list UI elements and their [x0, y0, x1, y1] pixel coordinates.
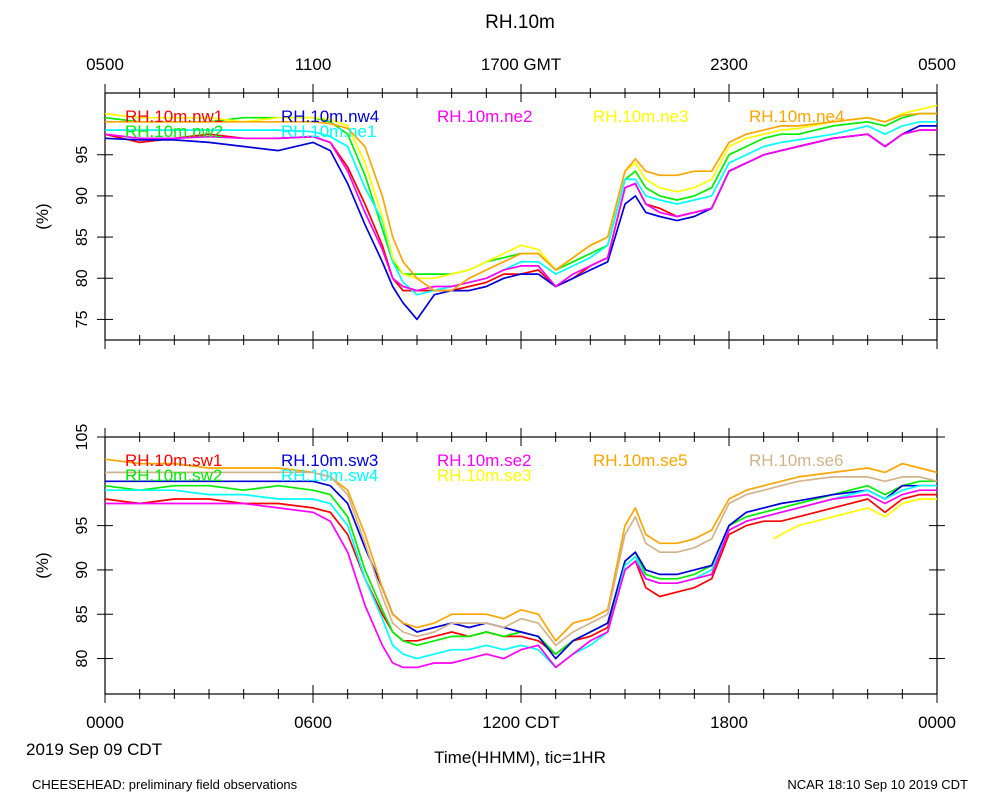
series-line-ne2	[105, 129, 937, 292]
legend-entry-se3: RH.10m.se3	[437, 466, 531, 485]
series-line-ne1	[105, 120, 937, 296]
legend-entry-se6: RH.10m.se6	[749, 451, 843, 470]
legend-entry-sw2: RH.10m.sw2	[125, 466, 222, 485]
series-line-sw2	[105, 480, 937, 655]
x-tick-label: 1700 GMT	[481, 55, 561, 74]
series-line-se6	[105, 471, 937, 647]
legend-entry-ne3: RH.10m.ne3	[593, 107, 688, 126]
legend-entry-sw1: RH.10m.sw1	[125, 451, 222, 470]
x-tick-label: 0600	[294, 713, 332, 732]
y-tick-label: 80	[74, 269, 91, 287]
y-axis-label: (%)	[33, 203, 52, 229]
series-line-sw1	[105, 493, 937, 655]
x-tick-label: 0500	[918, 55, 956, 74]
x-tick-label: 0500	[86, 55, 124, 74]
y-tick-label: 95	[74, 517, 91, 535]
y-tick-label: 105	[74, 424, 91, 451]
north-panel: 0500 1100 1700 GMT 2300 0500 75 80 85 90 95 (%) RH.…	[33, 55, 956, 349]
x-axis-label: Time(HHMM), tic=1HR	[434, 748, 606, 767]
x-tick-label: 2300	[710, 55, 748, 74]
y-axis-label: (%)	[33, 552, 52, 578]
legend-entry-nw1: RH.10m.nw1	[125, 107, 223, 126]
legend-entry-ne2: RH.10m.ne2	[437, 107, 532, 126]
footer-left: CHEESEHEAD: preliminary field observatio…	[32, 777, 298, 792]
legend-entry-sw4: RH.10m.sw4	[281, 466, 378, 485]
legend-entry-ne4: RH.10m.ne4	[749, 107, 844, 126]
south-panel: 0000 0600 1200 CDT 1800 0000 80 85 90 95 105 (%) RH…	[33, 424, 956, 732]
y-tick-label: 75	[74, 310, 91, 328]
series-line-ne4	[105, 112, 937, 292]
legend-entry-ne1: RH.10m.ne1	[281, 122, 376, 141]
chart-title: RH.10m	[485, 12, 555, 33]
series-line-se5	[105, 458, 937, 642]
legend-entry-se5: RH.10m.se5	[593, 451, 687, 470]
series-line-se3	[773, 498, 937, 540]
footer-right: NCAR 18:10 Sep 10 2019 CDT	[787, 777, 968, 792]
y-tick-label: 80	[74, 650, 91, 668]
series-line-se2	[105, 489, 937, 669]
legend-entry-nw2: RH.10m.nw2	[125, 122, 223, 141]
y-tick-label: 95	[74, 146, 91, 164]
y-tick-label: 85	[74, 605, 91, 623]
series-line-sw3	[105, 480, 937, 660]
series-line-nw4	[105, 125, 937, 321]
x-tick-label: 1200 CDT	[482, 713, 559, 732]
x-tick-label: 0000	[86, 713, 124, 732]
legend-entry-nw4: RH.10m.nw4	[281, 107, 379, 126]
x-tick-label: 0000	[918, 713, 956, 732]
x-tick-label: 1800	[710, 713, 748, 732]
y-tick-label: 90	[74, 561, 91, 579]
legend-entry-se2: RH.10m.se2	[437, 451, 531, 470]
legend-entry-sw3: RH.10m.sw3	[281, 451, 378, 470]
y-tick-label: 85	[74, 228, 91, 246]
date-label: 2019 Sep 09 CDT	[26, 740, 162, 759]
x-tick-label: 1100	[295, 55, 332, 74]
y-tick-label: 90	[74, 187, 91, 205]
